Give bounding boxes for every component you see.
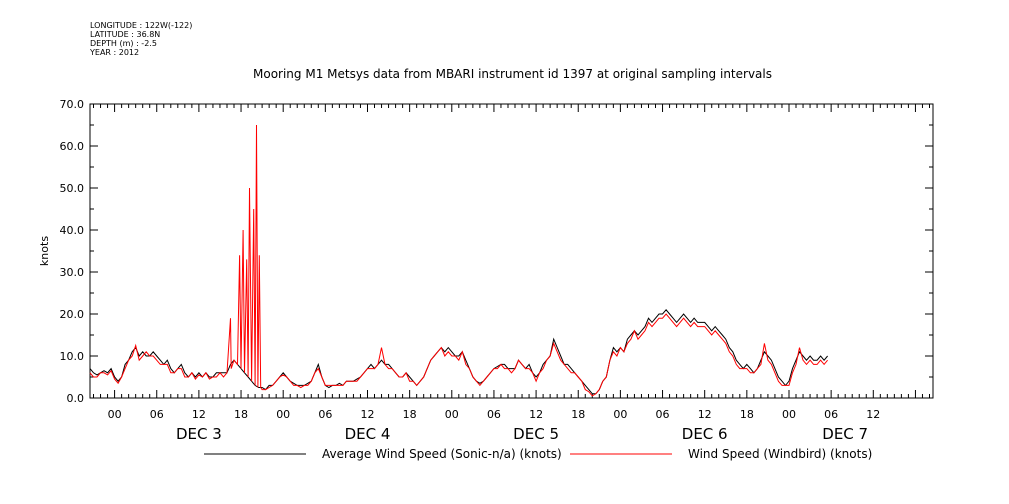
x-tick-label: 06 bbox=[318, 408, 332, 421]
x-tick-label: 18 bbox=[740, 408, 754, 421]
depth-label: DEPTH (m) : -2.5 bbox=[90, 39, 157, 48]
latitude-label: LATITUDE : 36.8N bbox=[90, 30, 161, 39]
x-tick-label: 12 bbox=[192, 408, 206, 421]
legend-label-average: Average Wind Speed (Sonic-n/a) (knots) bbox=[322, 447, 562, 461]
x-tick-label: 06 bbox=[487, 408, 501, 421]
day-label: DEC 5 bbox=[513, 425, 559, 443]
series-group bbox=[89, 124, 828, 397]
longitude-label: LONGITUDE : 122W(-122) bbox=[90, 21, 193, 30]
chart-title: Mooring M1 Metsys data from MBARI instru… bbox=[253, 67, 772, 81]
x-tick-label: 00 bbox=[782, 408, 796, 421]
x-tick-label: 06 bbox=[824, 408, 838, 421]
y-tick-label: 10.0 bbox=[60, 350, 85, 363]
x-tick-label: 12 bbox=[529, 408, 543, 421]
x-tick-label: 12 bbox=[360, 408, 374, 421]
y-tick-label: 50.0 bbox=[60, 182, 85, 195]
day-label: DEC 6 bbox=[682, 425, 728, 443]
axis-ticks: 0.0 10.0 20.0 30.0 40.0 50.0 60.0 70.0 00 06 12 18 0… bbox=[60, 98, 933, 443]
day-label: DEC 3 bbox=[176, 425, 222, 443]
x-tick-label: 18 bbox=[571, 408, 585, 421]
y-tick-label: 20.0 bbox=[60, 308, 85, 321]
plot-frame bbox=[89, 103, 934, 399]
y-tick-label: 60.0 bbox=[60, 140, 85, 153]
x-tick-label: 06 bbox=[150, 408, 164, 421]
y-tick-label: 0.0 bbox=[67, 392, 85, 405]
x-tick-label: 18 bbox=[234, 408, 248, 421]
metadata-block: LONGITUDE : 122W(-122) LATITUDE : 36.8N … bbox=[90, 21, 192, 57]
series-line-average-wind bbox=[89, 309, 828, 395]
day-label: DEC 4 bbox=[345, 425, 391, 443]
x-tick-label: 18 bbox=[403, 408, 417, 421]
year-label: YEAR : 2012 bbox=[90, 48, 140, 57]
y-axis-label: knots bbox=[38, 236, 51, 266]
series-line-windbird bbox=[89, 124, 828, 397]
y-tick-label: 40.0 bbox=[60, 224, 85, 237]
x-tick-label: 12 bbox=[698, 408, 712, 421]
x-tick-label: 00 bbox=[108, 408, 122, 421]
legend-label-windbird: Wind Speed (Windbird) (knots) bbox=[688, 447, 872, 461]
legend: Average Wind Speed (Sonic-n/a) (knots) W… bbox=[204, 447, 872, 461]
y-tick-label: 30.0 bbox=[60, 266, 85, 279]
y-tick-label: 70.0 bbox=[60, 98, 85, 111]
day-label: DEC 7 bbox=[822, 425, 868, 443]
x-tick-label: 00 bbox=[276, 408, 290, 421]
x-tick-label: 00 bbox=[445, 408, 459, 421]
x-tick-label: 12 bbox=[866, 408, 880, 421]
x-tick-label: 06 bbox=[656, 408, 670, 421]
x-tick-label: 00 bbox=[613, 408, 627, 421]
